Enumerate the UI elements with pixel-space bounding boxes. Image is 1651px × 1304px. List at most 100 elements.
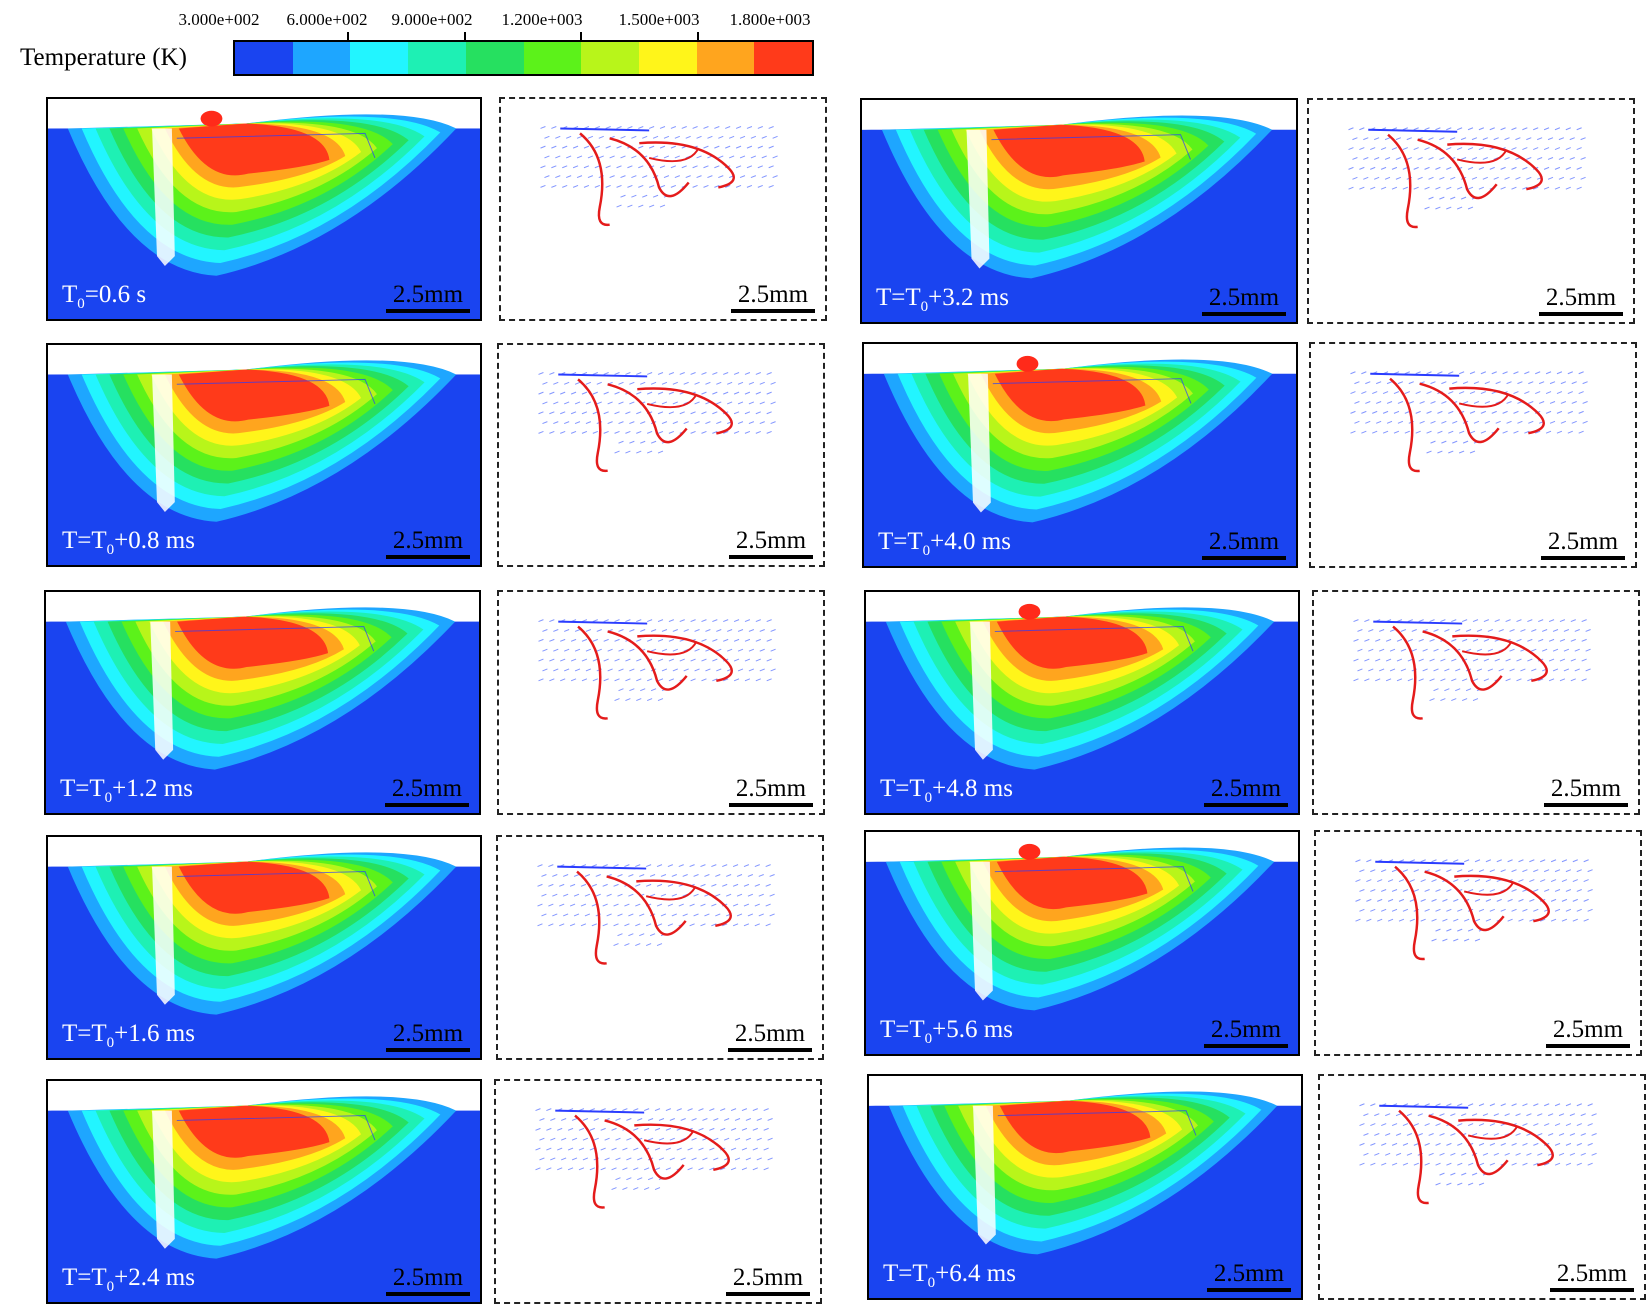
scale-bar-line [729,555,813,559]
temperature-colorbar: Temperature (K) 3.000e+002 6.000e+002 9.… [0,0,860,90]
scale-label: 2.5mm [392,527,464,554]
scale-bar-line [386,555,470,559]
temperature-panel-10: T=T0+6.4 ms 2.5mm [867,1074,1303,1300]
velocity-vector-panel-6: 2.5mm [1307,98,1635,324]
time-prefix: T=T [876,284,921,311]
panel-time-label: T=T0+6.4 ms [883,1260,1016,1292]
time-suffix: =0.6 s [84,281,147,308]
scale-bar: 2.5mm [731,281,815,313]
scale-bar-line [1202,556,1286,560]
time-prefix: T=T [880,775,925,802]
velocity-vector-panel-3: 2.5mm [497,590,825,815]
colorbar-band-7 [581,42,639,74]
time-subscript: 0 [924,1031,933,1047]
colorbar-band-3 [350,42,409,74]
time-suffix: +2.4 ms [114,1264,195,1291]
temperature-panel-4: T=T0+1.6 ms 2.5mm [46,835,482,1060]
scale-bar-line [1204,803,1288,807]
colorbar-tick-1: 3.000e+002 [178,10,260,29]
colorbar-tick-6: 1.800e+003 [729,10,811,29]
panel-time-label: T=T0+0.8 ms [62,527,195,559]
colorbar-band-9 [696,42,755,74]
colorbar-band-6 [523,42,582,74]
time-subscript: 0 [106,1035,115,1051]
colorbar-tick-2: 6.000e+002 [286,10,368,29]
colorbar-band-1 [235,42,293,74]
scale-bar: 2.5mm [728,1020,812,1052]
time-suffix: +0.8 ms [114,527,195,554]
scale-bar-line [726,1292,810,1296]
colorbar-tick-4: 1.200e+003 [501,10,583,29]
scale-bar: 2.5mm [1539,284,1623,316]
scale-label: 2.5mm [392,281,464,308]
time-suffix: +5.6 ms [932,1016,1013,1043]
time-prefix: T [62,281,78,308]
colorbar-band-5 [465,42,524,74]
scale-bar-line [1541,556,1625,560]
velocity-vector-panel-5: 2.5mm [494,1079,822,1304]
scale-label: 2.5mm [734,1020,806,1047]
time-subscript: 0 [922,543,931,559]
scale-bar: 2.5mm [385,775,469,807]
scale-bar-line [1544,803,1628,807]
time-subscript: 0 [106,1279,115,1295]
colorbar-title: Temperature (K) [20,44,187,71]
scale-bar: 2.5mm [1546,1016,1630,1048]
time-suffix: +4.8 ms [932,775,1013,802]
scale-label: 2.5mm [1556,1260,1628,1287]
scale-bar: 2.5mm [386,281,470,313]
velocity-vector-panel-9: 2.5mm [1314,830,1642,1056]
scale-bar: 2.5mm [386,1020,470,1052]
time-prefix: T=T [62,527,107,554]
temperature-panel-1: T0=0.6 s 2.5mm [46,97,482,321]
temperature-panel-7: T=T0+4.0 ms 2.5mm [862,342,1298,568]
panel-time-label: T=T0+5.6 ms [880,1016,1013,1048]
scale-bar: 2.5mm [1544,775,1628,807]
scale-bar-line [386,1048,470,1052]
scale-bar-line [728,1048,812,1052]
time-prefix: T=T [60,775,105,802]
scale-bar: 2.5mm [1204,775,1288,807]
scale-bar: 2.5mm [1204,1016,1288,1048]
scale-label: 2.5mm [1547,528,1619,555]
scale-bar: 2.5mm [1202,528,1286,560]
scale-label: 2.5mm [732,1264,804,1291]
scale-label: 2.5mm [1210,775,1282,802]
colorbar-band-4 [408,42,466,74]
scale-label: 2.5mm [735,775,807,802]
scale-bar-line [1546,1044,1630,1048]
scale-bar: 2.5mm [1541,528,1625,560]
scale-label: 2.5mm [392,1020,464,1047]
panel-time-label: T=T0+4.0 ms [878,528,1011,560]
time-subscript: 0 [77,296,85,312]
time-prefix: T=T [878,528,923,555]
time-subscript: 0 [920,299,929,315]
scale-bar-line [385,803,469,807]
scale-bar-line [1550,1288,1634,1292]
time-suffix: +6.4 ms [935,1260,1016,1287]
time-suffix: +1.2 ms [112,775,193,802]
scale-bar: 2.5mm [1202,284,1286,316]
time-suffix: +4.0 ms [930,528,1011,555]
panel-time-label: T=T0+3.2 ms [876,284,1009,316]
panel-time-label: T=T0+1.6 ms [62,1020,195,1052]
scale-bar: 2.5mm [386,527,470,559]
colorbar-band-8 [638,42,697,74]
time-subscript: 0 [924,790,933,806]
temperature-panel-2: T=T0+0.8 ms 2.5mm [46,343,482,567]
time-suffix: +1.6 ms [114,1020,195,1047]
scale-label: 2.5mm [391,775,463,802]
scale-bar-line [1207,1288,1291,1292]
time-prefix: T=T [880,1016,925,1043]
scale-label: 2.5mm [735,527,807,554]
scale-label: 2.5mm [1208,528,1280,555]
scale-bar: 2.5mm [729,775,813,807]
velocity-vector-panel-1: 2.5mm [499,97,827,321]
time-prefix: T=T [62,1264,107,1291]
time-subscript: 0 [106,542,115,558]
scale-bar-line [1204,1044,1288,1048]
scale-bar: 2.5mm [729,527,813,559]
temperature-panel-3: T=T0+1.2 ms 2.5mm [44,590,481,815]
velocity-vector-panel-2: 2.5mm [497,343,825,567]
velocity-vector-panel-8: 2.5mm [1312,590,1640,815]
